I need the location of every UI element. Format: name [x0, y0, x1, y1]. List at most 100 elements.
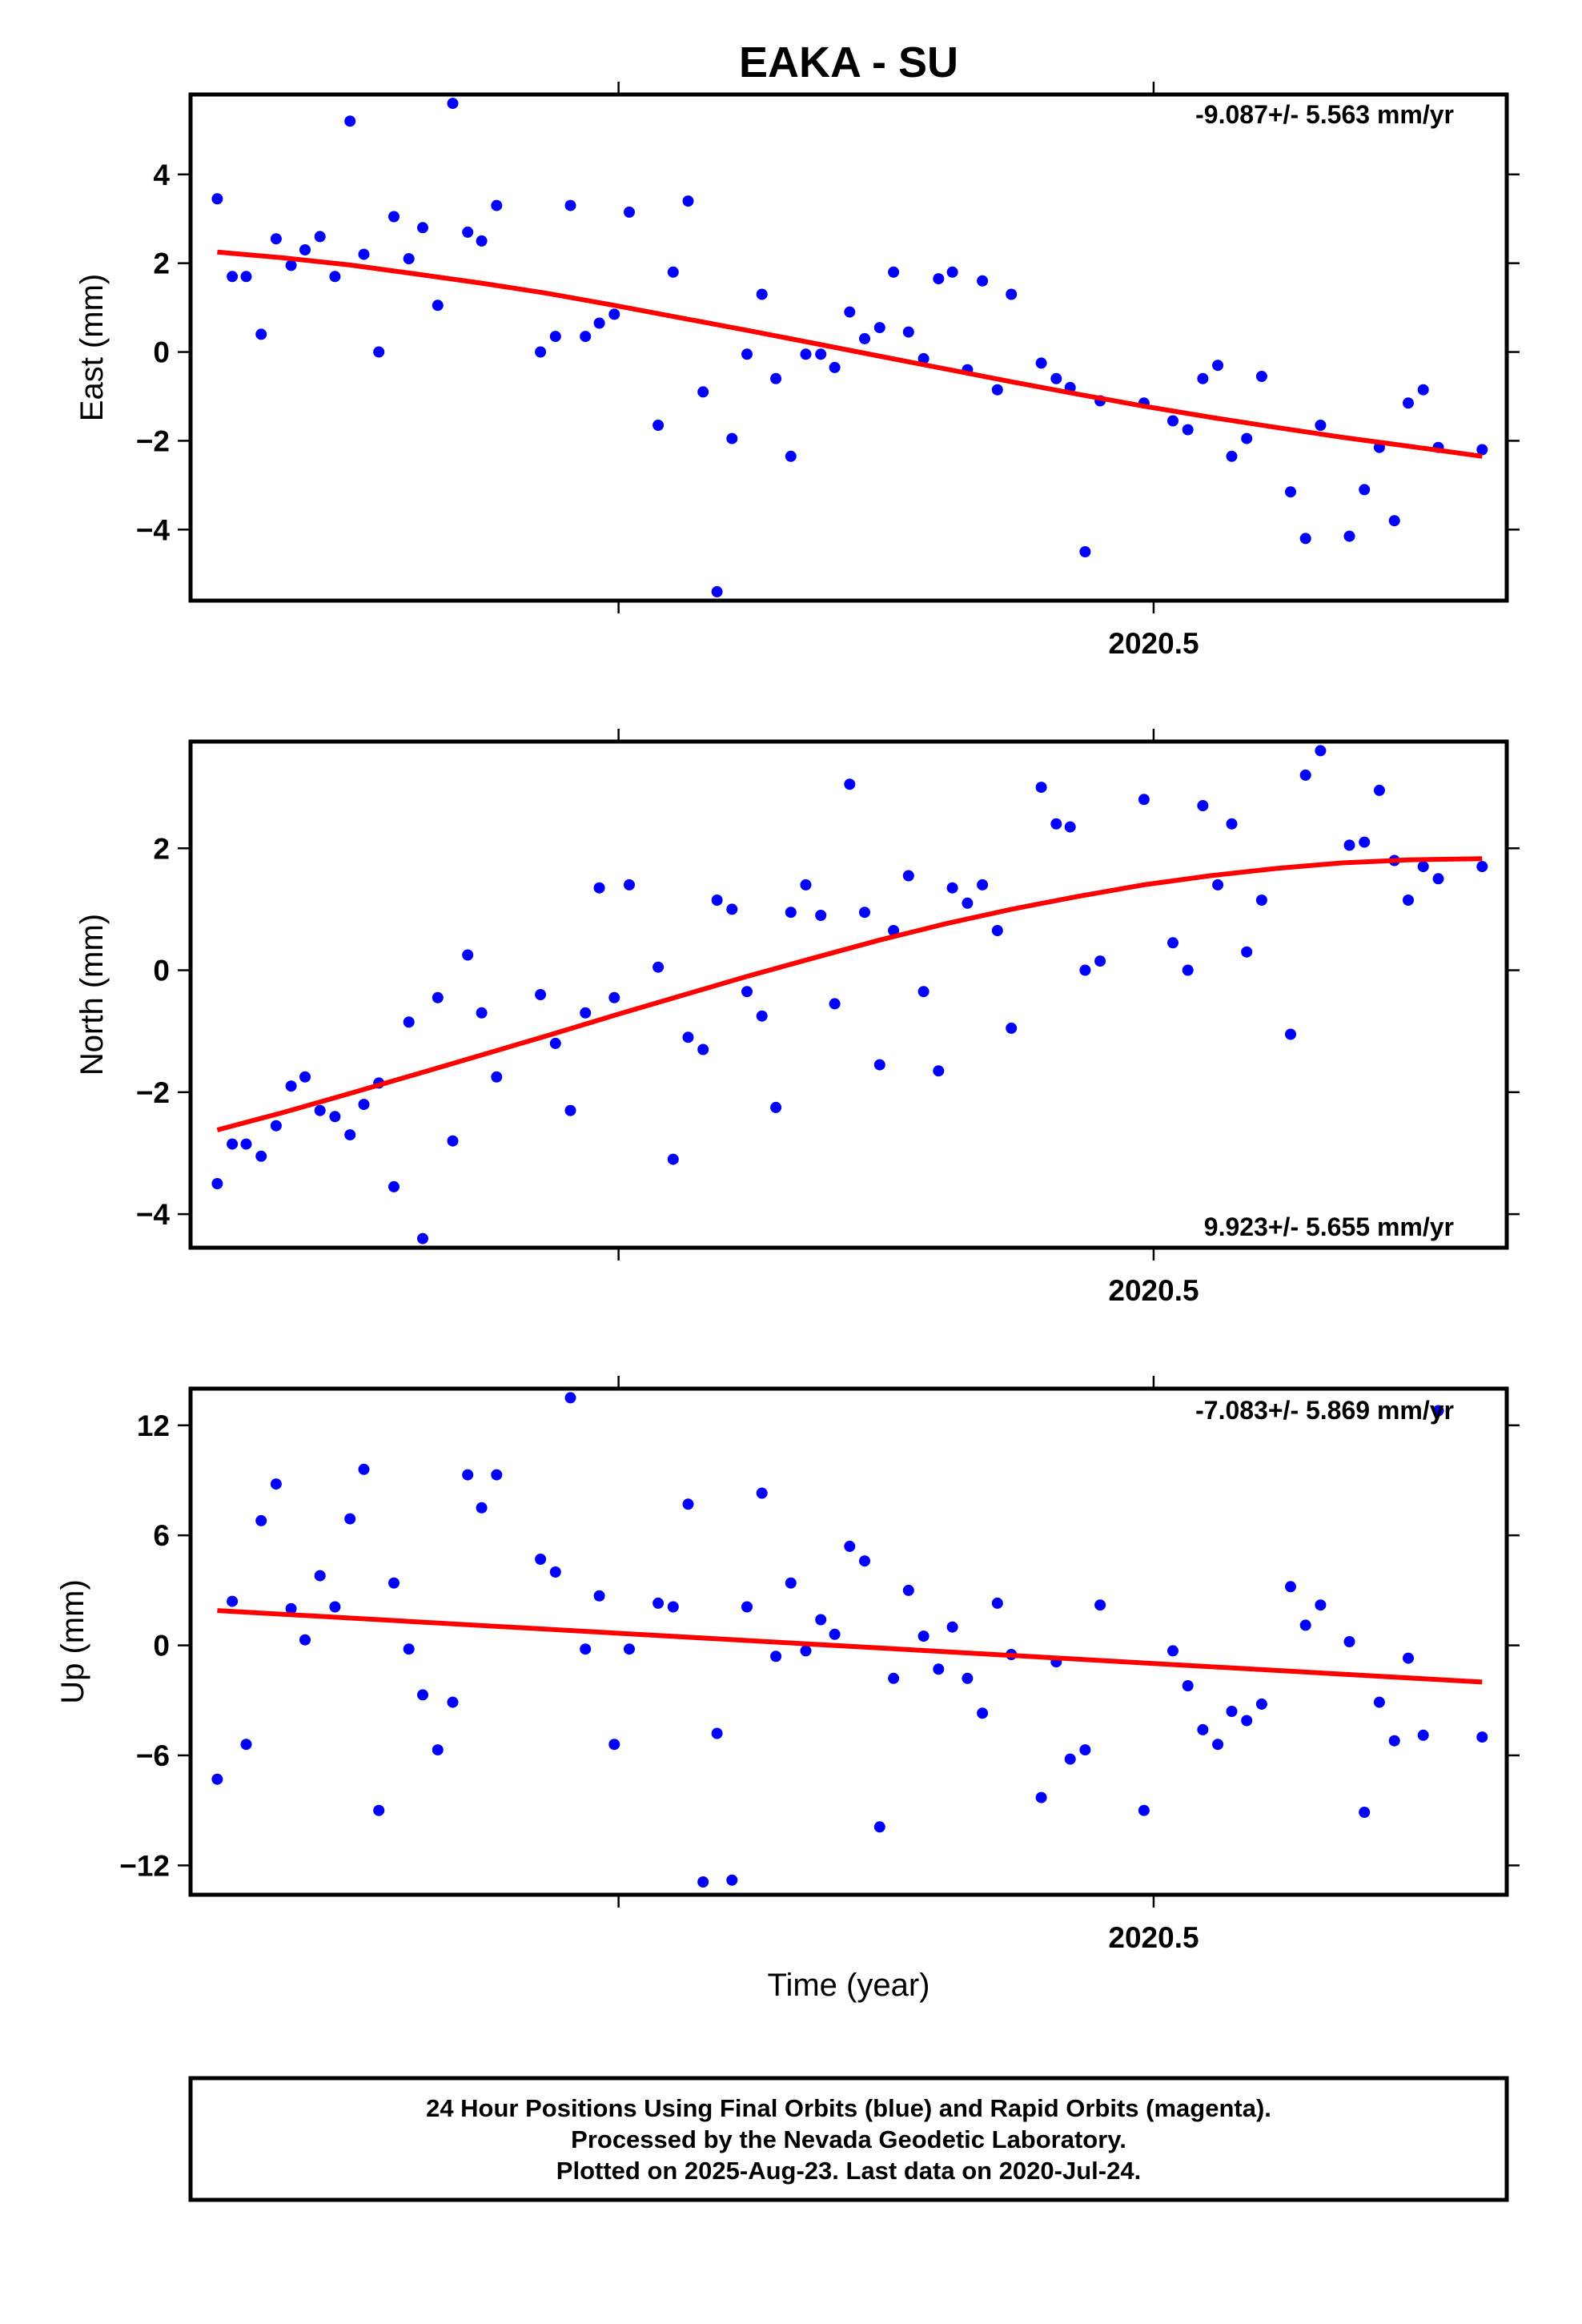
north-data-point [785, 907, 797, 919]
north-data-point [549, 1037, 561, 1049]
north-y-tick-label: 0 [153, 955, 170, 987]
north-data-point [403, 1016, 415, 1028]
north-data-point [946, 882, 958, 894]
east-data-point [1050, 372, 1062, 384]
north-data-point [227, 1138, 239, 1150]
east-y-tick-label: 4 [153, 159, 170, 191]
east-data-point [1212, 360, 1224, 372]
north-data-point [491, 1071, 503, 1083]
up-data-point [255, 1514, 267, 1526]
north-y-tick-label: −2 [136, 1076, 170, 1109]
east-data-point [667, 266, 679, 278]
north-data-point [888, 925, 900, 936]
north-data-point [1035, 782, 1047, 794]
east-data-point [1388, 515, 1400, 527]
north-trend-line [216, 856, 1483, 1132]
up-data-point [1417, 1729, 1429, 1741]
east-data-point [358, 248, 370, 260]
east-data-point [785, 450, 797, 462]
up-data-point [1373, 1696, 1385, 1708]
up-data-point [491, 1469, 503, 1481]
east-ticks: −4 −2 0 2 4 [136, 82, 1520, 613]
east-data-point [800, 348, 812, 360]
footer-frame [188, 2076, 1509, 2202]
up-data-point [682, 1498, 694, 1510]
east-data-point [756, 288, 768, 300]
east-data-point [1035, 357, 1047, 369]
north-data-point [682, 1031, 694, 1043]
up-data-point [227, 1595, 239, 1607]
up-data-point [462, 1469, 474, 1481]
north-plot-frame [188, 739, 1509, 1250]
footer-line-3: Plotted on 2025-Aug-23. Last data on 202… [556, 2157, 1141, 2185]
east-data-point [933, 273, 945, 285]
up-data-point [1285, 1581, 1296, 1593]
north-data-point [535, 989, 547, 1000]
north-data-point [211, 1178, 223, 1189]
east-data-point [1299, 533, 1311, 545]
north-data-point [711, 895, 723, 906]
east-data-point [417, 222, 428, 234]
up-data-point [652, 1597, 665, 1609]
up-data-point [270, 1478, 282, 1490]
north-data-point [962, 897, 974, 909]
up-data-point [697, 1876, 709, 1888]
east-data-point [1476, 444, 1488, 456]
north-data-point [329, 1111, 341, 1123]
east-data-point [829, 361, 841, 373]
up-data-point [624, 1643, 635, 1655]
up-y-tick-label: 0 [153, 1630, 170, 1663]
north-data-point [1094, 955, 1106, 967]
east-data-point [652, 420, 665, 431]
up-data-point [933, 1663, 945, 1675]
north-data-point [564, 1104, 576, 1116]
up-data-point [240, 1739, 252, 1751]
east-x-tick-label: 2020.5 [1108, 627, 1199, 660]
north-data-point [624, 879, 635, 891]
north-data-point [1006, 1022, 1018, 1034]
north-data-point [800, 879, 812, 891]
north-data-point [1315, 745, 1327, 757]
up-data-point [476, 1502, 488, 1514]
east-data-point [726, 432, 738, 444]
north-rate-label: 9.923+/- 5.655 mm/yr [1204, 1212, 1454, 1241]
up-data-point [1212, 1739, 1224, 1751]
east-data-point [917, 352, 930, 364]
east-data-point [285, 259, 297, 271]
north-data-point [1373, 784, 1385, 796]
east-data-point [1285, 486, 1296, 498]
up-data-point [917, 1630, 930, 1642]
east-data-point [344, 115, 356, 127]
up-data-point [873, 1821, 885, 1833]
north-data-point [991, 925, 1003, 936]
north-y-tick-label: −4 [136, 1198, 171, 1231]
up-data-point [888, 1672, 900, 1684]
north-data-point [667, 1153, 679, 1165]
north-data-point [977, 879, 989, 891]
north-data-point [1064, 821, 1076, 833]
east-data-point [1079, 546, 1091, 557]
north-data-point [240, 1138, 252, 1150]
east-y-tick-label: −2 [136, 424, 170, 457]
up-rate-label: -7.083+/- 5.869 mm/yr [1195, 1396, 1454, 1425]
up-data-point [946, 1621, 958, 1633]
north-data-point [593, 882, 605, 894]
up-data-point [1241, 1715, 1253, 1727]
north-data-point [270, 1120, 282, 1132]
east-data-point [329, 271, 341, 283]
up-y-tick-label: −12 [119, 1849, 170, 1882]
up-data-point [447, 1696, 459, 1708]
east-data-point [1226, 450, 1238, 462]
east-data-point [741, 348, 753, 360]
up-data-point [1388, 1735, 1400, 1747]
north-data-point [873, 1059, 885, 1071]
north-data-point [756, 1010, 768, 1022]
up-y-axis-label: Up (mm) [55, 1579, 90, 1704]
north-data-point [815, 910, 827, 921]
east-data-point [255, 328, 267, 340]
east-plot-frame [188, 92, 1509, 603]
east-data-point [227, 271, 239, 283]
up-data-point [800, 1645, 812, 1657]
up-y-tick-label: −6 [136, 1739, 170, 1772]
north-data-point [652, 961, 665, 973]
